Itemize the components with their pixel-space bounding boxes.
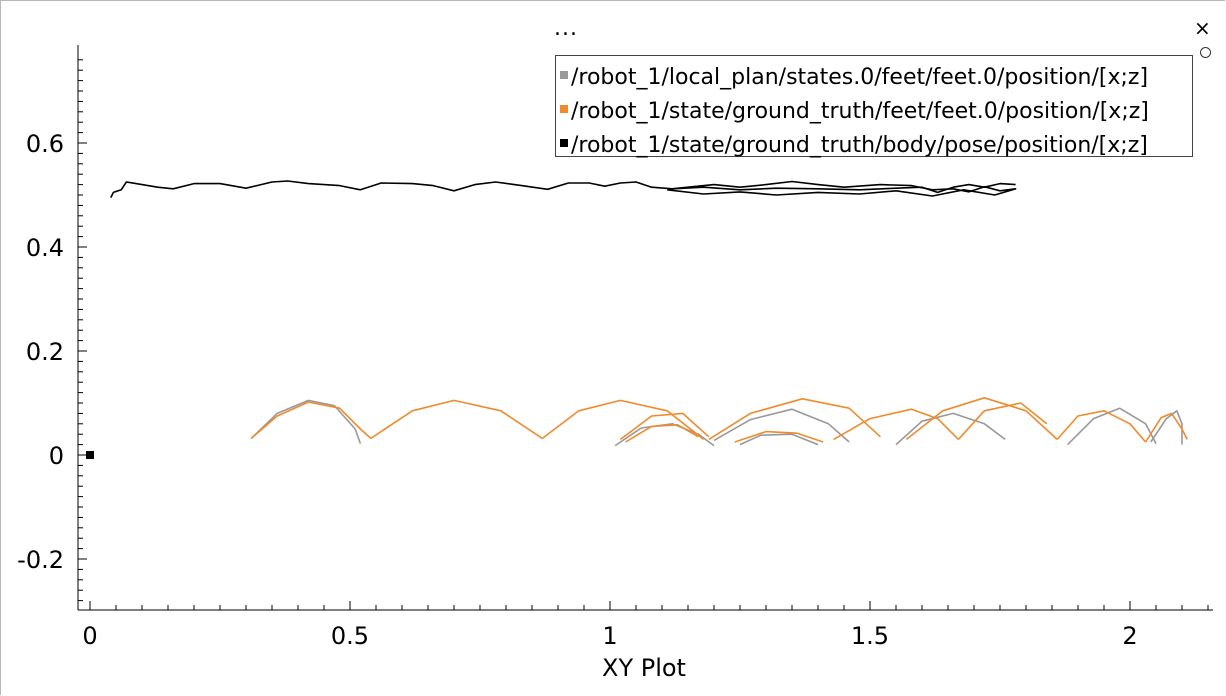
x-axis-title: XY Plot [602,654,686,682]
y-tick-label: 0.2 [26,338,64,366]
series-2 [110,180,1017,198]
series-line [713,408,850,443]
series-line [1056,410,1147,443]
y-tick-label: 0 [49,442,64,470]
origin-marker [86,451,94,459]
plot-menu-button[interactable]: ... [554,16,578,41]
series-line [667,180,1017,197]
x-tick-label: 0 [82,622,97,650]
series-1 [250,397,1188,443]
legend-item-body-pose[interactable]: /robot_1/state/ground_truth/body/pose/po… [560,129,1192,163]
series-layer [86,180,1188,459]
x-tick-label: 0.5 [331,622,369,650]
close-icon[interactable]: × [1194,16,1211,40]
legend-swatch [560,105,568,113]
series-line [250,399,362,444]
series-line [1067,407,1157,446]
legend[interactable]: /robot_1/local_plan/states.0/feet/feet.0… [555,55,1193,158]
series-line [619,412,710,441]
x-tick-label: 2 [1122,622,1137,650]
series-line [739,433,819,446]
y-tick-label: -0.2 [17,546,64,574]
series-line [370,399,543,440]
x-tick-label: 1 [602,622,617,650]
legend-label: /robot_1/state/ground_truth/feet/feet.0/… [571,99,1149,124]
axes: 0 0.5 1 1.5 2 -0.2 0 0.2 0.4 0.6 [17,45,1213,650]
legend-label: /robot_1/local_plan/states.0/feet/feet.0… [571,65,1149,90]
series-line [110,180,1016,198]
series-line [625,424,699,443]
series-line [250,401,372,440]
legend-swatch [560,71,568,79]
series-line [734,430,824,443]
series-line [895,412,1006,446]
x-tick-label: 1.5 [851,622,889,650]
y-tick-label: 0.6 [26,130,64,158]
series-line [708,398,881,441]
series-0 [250,399,1183,447]
series-line [541,399,705,441]
series-line [905,397,1058,441]
legend-swatch [560,139,568,147]
series-line [833,408,959,441]
resize-handle-icon[interactable] [1200,47,1211,58]
legend-item-local-plan[interactable]: /robot_1/local_plan/states.0/feet/feet.0… [560,61,1192,95]
series-line [614,423,715,447]
series-line [957,402,1048,440]
y-tick-label: 0.4 [26,234,64,262]
legend-item-feet-ground-truth[interactable]: /robot_1/state/ground_truth/feet/feet.0/… [560,95,1192,129]
legend-label: /robot_1/state/ground_truth/body/pose/po… [571,133,1148,158]
series-line [1144,412,1188,443]
